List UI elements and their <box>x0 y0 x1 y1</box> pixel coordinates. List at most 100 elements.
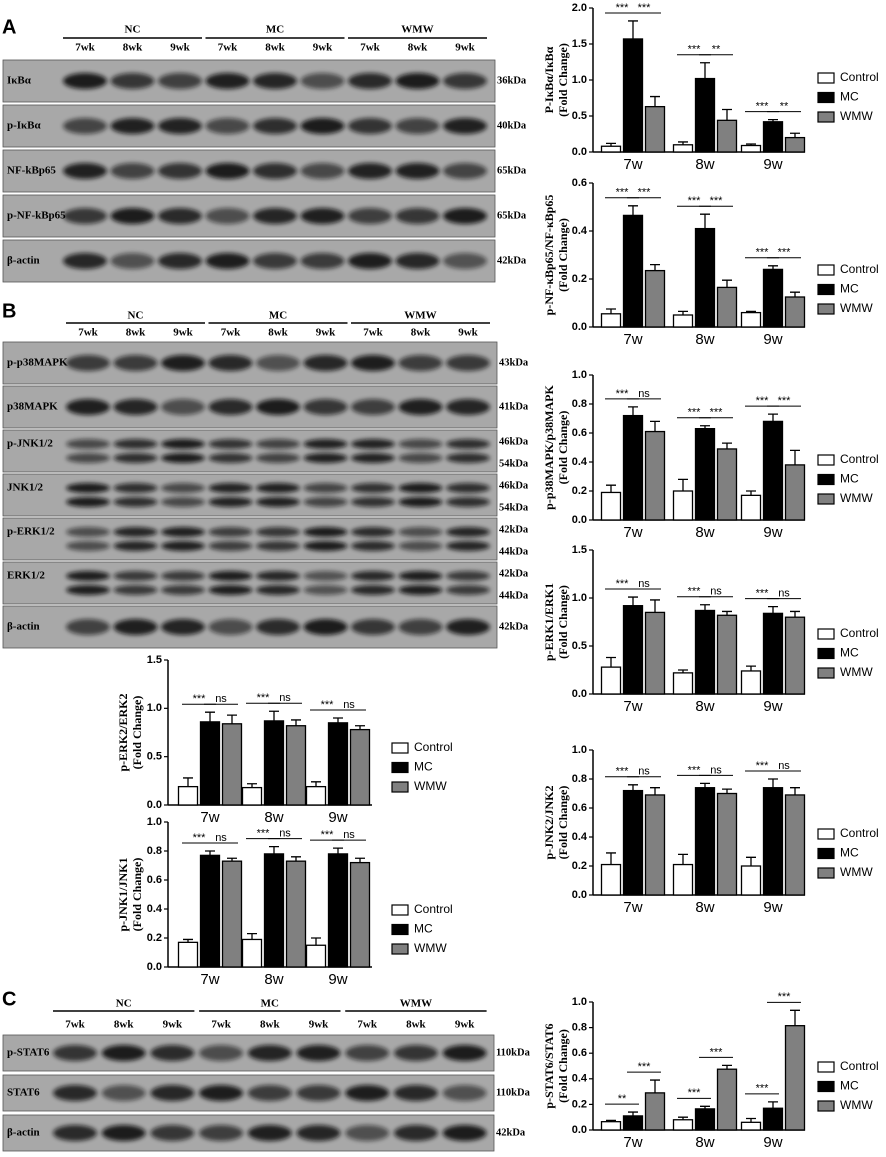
bar <box>263 720 285 806</box>
blot-band <box>398 399 443 415</box>
x-tick-label: 9w <box>763 1134 782 1151</box>
error-bar <box>650 599 660 613</box>
bar <box>672 672 694 695</box>
significance-label: *** <box>756 588 770 600</box>
blot-band <box>398 483 443 493</box>
bar <box>762 1107 784 1131</box>
significance-label: *** <box>616 578 630 590</box>
y-axis-label: p-NF-κBp65/NF-κBp65 <box>542 195 556 316</box>
error-bar <box>768 1101 778 1109</box>
x-tick-label: 7w <box>623 899 642 916</box>
blot-band <box>351 527 395 537</box>
significance-label: *** <box>616 187 630 199</box>
blot-band <box>300 163 345 179</box>
x-tick-label: 9w <box>763 524 782 541</box>
legend-label: Control <box>840 262 879 276</box>
significance-label: ns <box>710 586 722 598</box>
bar <box>716 448 738 521</box>
y-tick-label: 0.8 <box>572 773 587 785</box>
kda-label: 42kDa <box>499 524 529 535</box>
significance-label: ns <box>343 829 355 841</box>
blot-band <box>256 355 300 371</box>
lane-label: 8wk <box>260 1019 280 1031</box>
blot-band <box>303 453 348 463</box>
kda-label: 42kDa <box>499 568 529 579</box>
blot-band <box>66 585 110 595</box>
blot-band <box>395 118 440 134</box>
bar <box>327 722 349 806</box>
legend-swatch <box>391 923 409 936</box>
bar <box>784 794 806 896</box>
significance-label: ns <box>778 588 790 600</box>
blot-band <box>256 541 300 551</box>
blot-band <box>398 585 443 595</box>
error-bar <box>790 449 800 465</box>
x-tick-label: 8w <box>695 156 714 173</box>
bar <box>177 941 199 968</box>
blot-band <box>303 541 348 551</box>
error-bar <box>650 787 660 795</box>
blot-band <box>256 497 300 507</box>
kda-label: 36kDa <box>497 75 527 86</box>
bar <box>740 144 762 153</box>
blot-band <box>113 399 158 415</box>
lane-label: 9wk <box>170 42 190 54</box>
significance-label: ns <box>215 693 227 705</box>
significance-label: *** <box>710 1046 724 1058</box>
blot-strip <box>2 517 498 561</box>
significance-label: *** <box>616 388 630 400</box>
x-tick-label: 8w <box>695 524 714 541</box>
error-bar <box>678 478 688 491</box>
legend-swatch <box>817 91 835 104</box>
blot-band <box>205 163 250 179</box>
y-tick-label: 0.4 <box>572 225 588 237</box>
y-axis-label: p-JNK1/JNK1 <box>116 857 130 931</box>
legend-swatch <box>817 264 835 276</box>
significance-label: ns <box>638 766 650 778</box>
error-bar <box>722 108 732 121</box>
x-tick-label: 8w <box>695 899 714 916</box>
error-bar <box>247 783 257 788</box>
blot-band <box>66 497 110 507</box>
bar <box>221 860 243 968</box>
y-tick-label: 0.4 <box>572 831 588 843</box>
blot-band <box>256 527 300 537</box>
legend-label: WMW <box>840 665 873 679</box>
blot-band <box>256 439 300 449</box>
panel-label: C <box>2 988 16 1010</box>
significance-label: *** <box>756 101 770 113</box>
kda-label: 40kDa <box>497 120 527 131</box>
legend-label: Control <box>840 70 879 84</box>
bar <box>784 616 806 695</box>
blot-band <box>443 163 487 179</box>
legend-swatch <box>391 943 409 955</box>
blot-band <box>161 541 205 551</box>
blot-band <box>345 1085 390 1101</box>
blot-band <box>161 619 205 635</box>
blot-band <box>443 208 487 224</box>
x-tick-label: 9w <box>763 698 782 715</box>
y-tick-label: 1.0 <box>147 702 162 714</box>
error-bar <box>269 710 279 721</box>
error-bar <box>183 777 193 787</box>
bar <box>622 214 644 328</box>
blot-band <box>253 253 297 269</box>
x-tick-label: 9w <box>328 971 347 988</box>
error-bar <box>269 846 279 854</box>
y-tick-label: 0.0 <box>572 146 587 158</box>
blot-band <box>351 619 395 635</box>
lane-label: 9wk <box>309 1019 329 1031</box>
blot-band <box>398 527 443 537</box>
y-tick-label: 1.0 <box>572 74 587 86</box>
y-tick-label: 0.2 <box>572 273 587 285</box>
significance-label: *** <box>756 395 770 407</box>
blot-band <box>53 1045 97 1061</box>
blot-band <box>161 399 205 415</box>
x-tick-label: 9w <box>763 899 782 916</box>
bar <box>644 794 666 896</box>
error-bar <box>247 933 257 940</box>
error-bar <box>628 406 638 416</box>
error-bar <box>790 787 800 795</box>
legend-label: MC <box>840 90 859 104</box>
blot-band <box>208 541 253 551</box>
